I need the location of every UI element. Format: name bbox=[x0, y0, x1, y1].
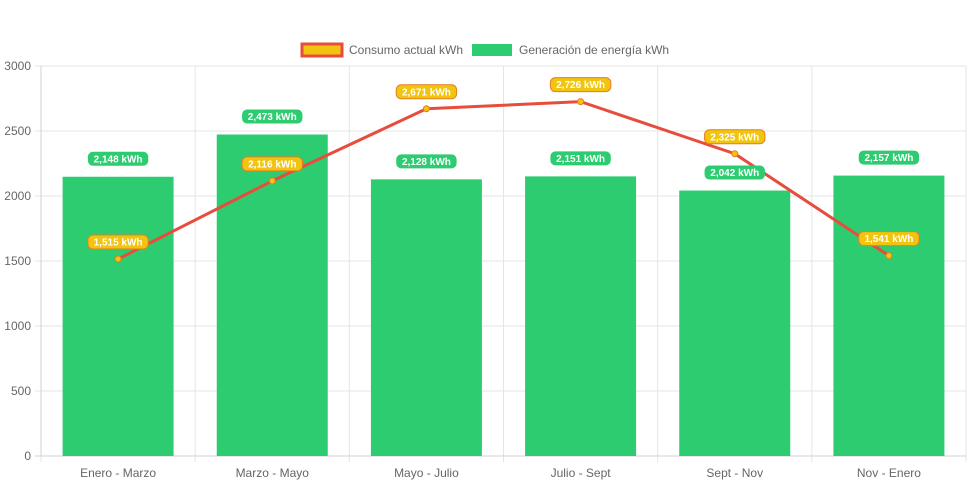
y-tick-label: 2500 bbox=[4, 124, 31, 138]
x-tick-label: Julio - Sept bbox=[551, 466, 612, 480]
bar-value-label: 2,128 kWh bbox=[402, 157, 451, 168]
legend-swatch-consumo[interactable] bbox=[300, 42, 344, 58]
y-tick-label: 0 bbox=[24, 449, 31, 463]
y-tick-label: 2000 bbox=[4, 189, 31, 203]
legend-label-consumo[interactable]: Consumo actual kWh bbox=[349, 43, 463, 57]
y-tick-label: 1000 bbox=[4, 319, 31, 333]
line-point[interactable] bbox=[422, 105, 430, 113]
line-point[interactable] bbox=[268, 177, 276, 185]
x-tick-label: Enero - Marzo bbox=[80, 466, 156, 480]
line-value-label: 2,325 kWh bbox=[710, 132, 759, 143]
y-axis: 0 500 1000 1500 2000 2500 3000 bbox=[4, 59, 42, 463]
x-tick-label: Marzo - Mayo bbox=[236, 466, 310, 480]
line-point[interactable] bbox=[885, 252, 893, 260]
line-value-label: 2,671 kWh bbox=[402, 87, 451, 98]
line-value-label-bg bbox=[549, 77, 612, 93]
bar-value-label: 2,148 kWh bbox=[94, 154, 143, 165]
line-value-label: 2,726 kWh bbox=[556, 80, 605, 91]
legend[interactable]: Consumo actual kWh Generación de energía … bbox=[300, 42, 669, 58]
bar-value-label-bg bbox=[550, 151, 611, 166]
bar-value-label-bg bbox=[858, 150, 920, 165]
legend-label-generacion[interactable]: Generación de energía kWh bbox=[519, 43, 669, 57]
line-value-label-bg bbox=[858, 231, 920, 247]
bar-value-label-bg bbox=[242, 109, 303, 124]
y-tick-label: 500 bbox=[11, 384, 31, 398]
line-value-label-bg bbox=[241, 156, 303, 172]
bar[interactable] bbox=[370, 179, 482, 457]
line-value-label-bg bbox=[704, 129, 766, 145]
bar[interactable] bbox=[525, 176, 637, 456]
line-value-label-bg bbox=[87, 234, 149, 250]
bar-value-label-bg bbox=[704, 165, 765, 180]
bar-value-label: 2,042 kWh bbox=[710, 168, 759, 179]
line-value-label: 1,541 kWh bbox=[864, 234, 913, 245]
bar-value-label: 2,157 kWh bbox=[864, 153, 913, 164]
line-value-label-bg bbox=[395, 84, 458, 100]
bar-value-label: 2,473 kWh bbox=[248, 112, 297, 123]
bar[interactable] bbox=[679, 190, 791, 457]
x-tick-label: Nov - Enero bbox=[857, 466, 921, 480]
line-value-label: 1,515 kWh bbox=[94, 238, 143, 249]
line-point[interactable] bbox=[731, 150, 739, 158]
grid-lines bbox=[35, 65, 967, 462]
y-tick-label: 3000 bbox=[4, 59, 31, 73]
line-value-label: 2,116 kWh bbox=[248, 159, 296, 170]
data-labels: 2,148 kWh 2,473 kWh 2,128 kWh 2,151 kWh 2,04… bbox=[87, 77, 920, 250]
bar[interactable] bbox=[833, 175, 945, 456]
x-tick-label: Sept - Nov bbox=[706, 466, 763, 480]
bar-series bbox=[62, 134, 945, 457]
x-tick-label: Mayo - Julio bbox=[394, 466, 459, 480]
legend-swatch-generacion[interactable] bbox=[472, 44, 512, 56]
bar-value-label-bg bbox=[396, 154, 457, 169]
y-tick-label: 1500 bbox=[4, 254, 31, 268]
bar[interactable] bbox=[62, 176, 174, 456]
bar-value-label: 2,151 kWh bbox=[556, 154, 605, 165]
line-point[interactable] bbox=[577, 98, 585, 106]
bar-value-label-bg bbox=[87, 151, 149, 166]
bar[interactable] bbox=[216, 134, 328, 456]
line-point[interactable] bbox=[114, 255, 122, 263]
x-axis: Enero - Marzo Marzo - Mayo Mayo - Julio Jul… bbox=[35, 455, 966, 480]
